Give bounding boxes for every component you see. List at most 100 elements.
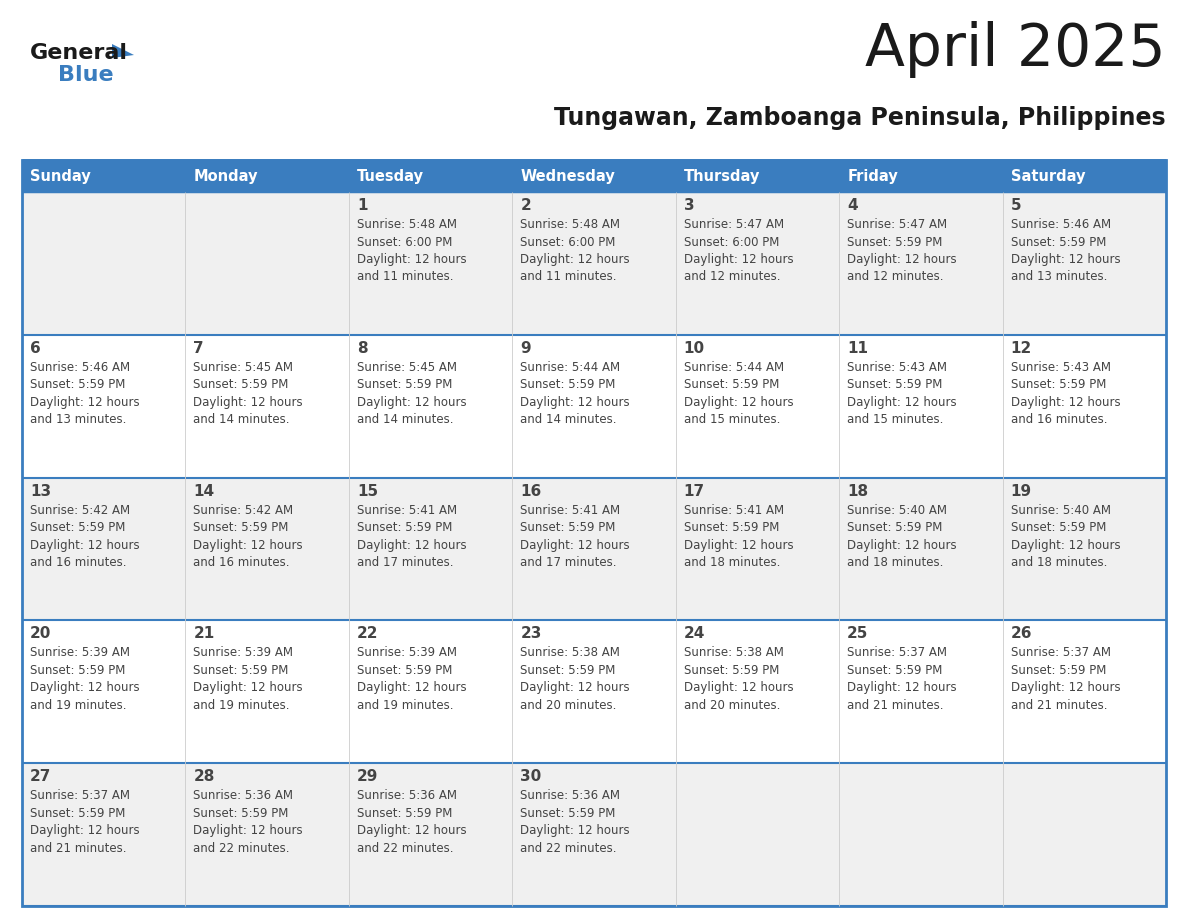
Bar: [1003, 192, 1165, 335]
Text: 5: 5: [1011, 198, 1022, 213]
Text: Sunrise: 5:44 AM: Sunrise: 5:44 AM: [520, 361, 620, 374]
Bar: [839, 192, 1003, 335]
Text: 13: 13: [30, 484, 51, 498]
Text: and 14 minutes.: and 14 minutes.: [356, 413, 454, 426]
Text: and 12 minutes.: and 12 minutes.: [684, 271, 781, 284]
Text: Sunrise: 5:47 AM: Sunrise: 5:47 AM: [847, 218, 947, 231]
Text: Daylight: 12 hours: Daylight: 12 hours: [847, 681, 956, 694]
Text: Daylight: 12 hours: Daylight: 12 hours: [194, 396, 303, 409]
Text: 6: 6: [30, 341, 40, 356]
Text: Sunrise: 5:47 AM: Sunrise: 5:47 AM: [684, 218, 784, 231]
Text: and 21 minutes.: and 21 minutes.: [847, 699, 943, 711]
Bar: [839, 335, 1003, 477]
Text: and 19 minutes.: and 19 minutes.: [356, 699, 454, 711]
Bar: [185, 192, 349, 335]
Bar: [1003, 160, 1165, 192]
Text: 23: 23: [520, 626, 542, 642]
Text: and 17 minutes.: and 17 minutes.: [520, 556, 617, 569]
Bar: [1003, 763, 1165, 906]
Text: Sunset: 5:59 PM: Sunset: 5:59 PM: [684, 378, 779, 391]
Text: Sunrise: 5:39 AM: Sunrise: 5:39 AM: [356, 646, 457, 659]
Text: Sunrise: 5:42 AM: Sunrise: 5:42 AM: [30, 504, 131, 517]
Bar: [512, 763, 676, 906]
Text: Sunrise: 5:40 AM: Sunrise: 5:40 AM: [847, 504, 947, 517]
Text: 8: 8: [356, 341, 367, 356]
Text: Sunrise: 5:45 AM: Sunrise: 5:45 AM: [194, 361, 293, 374]
Text: 26: 26: [1011, 626, 1032, 642]
Text: 19: 19: [1011, 484, 1031, 498]
Text: Sunset: 5:59 PM: Sunset: 5:59 PM: [1011, 664, 1106, 677]
Text: Sunset: 5:59 PM: Sunset: 5:59 PM: [1011, 378, 1106, 391]
Text: 27: 27: [30, 769, 51, 784]
Text: Daylight: 12 hours: Daylight: 12 hours: [1011, 681, 1120, 694]
Text: and 21 minutes.: and 21 minutes.: [30, 842, 126, 855]
Bar: [23, 477, 185, 621]
Bar: [512, 192, 676, 335]
Text: Daylight: 12 hours: Daylight: 12 hours: [356, 824, 467, 837]
Text: Sunrise: 5:48 AM: Sunrise: 5:48 AM: [356, 218, 457, 231]
Text: Sunset: 6:00 PM: Sunset: 6:00 PM: [520, 236, 615, 249]
Text: Daylight: 12 hours: Daylight: 12 hours: [1011, 539, 1120, 552]
Text: Tungawan, Zamboanga Peninsula, Philippines: Tungawan, Zamboanga Peninsula, Philippin…: [555, 106, 1165, 130]
Text: Blue: Blue: [58, 65, 114, 85]
Text: and 11 minutes.: and 11 minutes.: [356, 271, 454, 284]
Text: Daylight: 12 hours: Daylight: 12 hours: [684, 396, 794, 409]
Bar: [23, 763, 185, 906]
Text: and 22 minutes.: and 22 minutes.: [520, 842, 617, 855]
Text: Daylight: 12 hours: Daylight: 12 hours: [847, 253, 956, 266]
Text: Sunset: 5:59 PM: Sunset: 5:59 PM: [356, 521, 453, 534]
Text: Daylight: 12 hours: Daylight: 12 hours: [30, 539, 140, 552]
Text: Daylight: 12 hours: Daylight: 12 hours: [520, 253, 630, 266]
Text: Sunrise: 5:39 AM: Sunrise: 5:39 AM: [30, 646, 129, 659]
Text: and 22 minutes.: and 22 minutes.: [194, 842, 290, 855]
Bar: [676, 763, 839, 906]
Text: 15: 15: [356, 484, 378, 498]
Bar: [23, 160, 1165, 906]
Text: 12: 12: [1011, 341, 1032, 356]
Text: Sunrise: 5:37 AM: Sunrise: 5:37 AM: [847, 646, 947, 659]
Bar: [23, 621, 185, 763]
Text: Daylight: 12 hours: Daylight: 12 hours: [847, 396, 956, 409]
Text: Sunset: 5:59 PM: Sunset: 5:59 PM: [1011, 521, 1106, 534]
Text: Daylight: 12 hours: Daylight: 12 hours: [356, 681, 467, 694]
Text: Sunset: 5:59 PM: Sunset: 5:59 PM: [1011, 236, 1106, 249]
Bar: [512, 160, 676, 192]
Text: and 12 minutes.: and 12 minutes.: [847, 271, 943, 284]
Text: 25: 25: [847, 626, 868, 642]
Bar: [349, 477, 512, 621]
Text: Sunset: 5:59 PM: Sunset: 5:59 PM: [194, 521, 289, 534]
Text: Sunrise: 5:38 AM: Sunrise: 5:38 AM: [684, 646, 784, 659]
Bar: [1003, 621, 1165, 763]
Text: General: General: [30, 43, 128, 63]
Text: Daylight: 12 hours: Daylight: 12 hours: [847, 539, 956, 552]
Text: and 16 minutes.: and 16 minutes.: [30, 556, 126, 569]
Text: Sunrise: 5:43 AM: Sunrise: 5:43 AM: [847, 361, 947, 374]
Text: and 19 minutes.: and 19 minutes.: [30, 699, 126, 711]
Bar: [512, 621, 676, 763]
Text: Sunset: 5:59 PM: Sunset: 5:59 PM: [520, 378, 615, 391]
Text: Sunrise: 5:40 AM: Sunrise: 5:40 AM: [1011, 504, 1111, 517]
Text: Sunrise: 5:36 AM: Sunrise: 5:36 AM: [194, 789, 293, 802]
Text: Daylight: 12 hours: Daylight: 12 hours: [30, 824, 140, 837]
Text: 7: 7: [194, 341, 204, 356]
Bar: [349, 335, 512, 477]
Bar: [839, 160, 1003, 192]
Text: 16: 16: [520, 484, 542, 498]
Text: and 19 minutes.: and 19 minutes.: [194, 699, 290, 711]
Text: Daylight: 12 hours: Daylight: 12 hours: [520, 681, 630, 694]
Text: Sunrise: 5:36 AM: Sunrise: 5:36 AM: [520, 789, 620, 802]
Bar: [839, 621, 1003, 763]
Text: Sunrise: 5:37 AM: Sunrise: 5:37 AM: [1011, 646, 1111, 659]
Text: and 14 minutes.: and 14 minutes.: [194, 413, 290, 426]
Text: Sunset: 6:00 PM: Sunset: 6:00 PM: [684, 236, 779, 249]
Bar: [349, 160, 512, 192]
Text: Daylight: 12 hours: Daylight: 12 hours: [684, 253, 794, 266]
Text: and 15 minutes.: and 15 minutes.: [847, 413, 943, 426]
Bar: [512, 335, 676, 477]
Text: Daylight: 12 hours: Daylight: 12 hours: [194, 681, 303, 694]
Text: and 20 minutes.: and 20 minutes.: [684, 699, 781, 711]
Text: 11: 11: [847, 341, 868, 356]
Text: Sunset: 5:59 PM: Sunset: 5:59 PM: [847, 664, 942, 677]
Text: Daylight: 12 hours: Daylight: 12 hours: [684, 539, 794, 552]
Text: Daylight: 12 hours: Daylight: 12 hours: [356, 253, 467, 266]
